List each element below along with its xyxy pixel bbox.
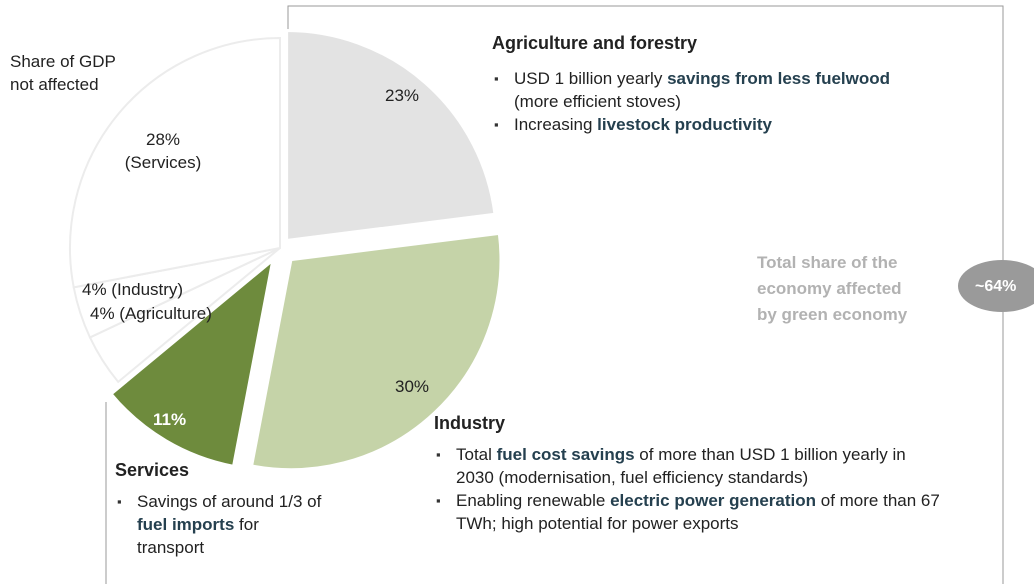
slice-label-services: 11% <box>153 410 187 429</box>
pie-slice-agriculture <box>285 28 497 243</box>
highlight-text: fuel imports <box>137 515 235 534</box>
pie-slice-services-not-affected <box>69 36 281 289</box>
bullet-text: of more than 67 TWh; high potential for … <box>456 491 940 533</box>
section-title-industry: Industry <box>434 413 506 433</box>
bullet-item: Savings of around 1/3 of fuel imports fo… <box>115 490 330 559</box>
total-badge-value: ~64% <box>975 278 1017 295</box>
bullet-item: Enabling renewable electric power genera… <box>434 489 946 535</box>
bullet-text: for transport <box>137 515 259 557</box>
section-industry: Industry Total fuel cost savings of more… <box>434 412 946 535</box>
slice-label-agriculture-not-affected: 4% (Agriculture) <box>90 304 212 323</box>
highlight-text: livestock productivity <box>597 115 772 134</box>
bullet-text: Savings of around 1/3 of <box>137 492 322 511</box>
section-title-agriculture: Agriculture and forestry <box>492 33 698 53</box>
slice-label-services-not-affected: 28% (Services) <box>124 130 202 172</box>
slice-label-industry-not-affected: 4% (Industry) <box>82 280 184 299</box>
bullet-text: Enabling renewable <box>456 491 611 510</box>
section-services: Services Savings of around 1/3 of fuel i… <box>115 459 330 559</box>
bullet-item: Total fuel cost savings of more than USD… <box>434 443 946 489</box>
bullet-text: Increasing <box>514 115 598 134</box>
pie-slice-industry <box>249 231 503 472</box>
bullet-text: of more than USD 1 billion yearly in 203… <box>456 445 906 487</box>
bullets-services: Savings of around 1/3 of fuel imports fo… <box>115 490 330 559</box>
total-badge <box>958 260 1034 312</box>
bullet-text: (more efficient stoves) <box>514 92 681 111</box>
highlight-text: savings from less fuelwood <box>667 69 891 88</box>
bullet-item: USD 1 billion yearly savings from less f… <box>492 67 912 113</box>
slice-label-industry: 30% <box>395 377 430 396</box>
total-share-label: Total share of the economy affected by g… <box>757 253 908 324</box>
section-title-services: Services <box>115 460 190 480</box>
highlight-text: electric power generation <box>610 491 817 510</box>
bullet-text: Total <box>456 445 497 464</box>
not-affected-label: Share of GDP not affected <box>10 52 116 94</box>
bullets-agriculture: USD 1 billion yearly savings from less f… <box>492 67 912 136</box>
pie-slice-services <box>108 256 276 469</box>
slice-label-agriculture: 23% <box>385 86 420 105</box>
bullet-item: Increasing livestock productivity <box>492 113 912 136</box>
highlight-text: fuel cost savings <box>496 445 635 464</box>
bullet-text: USD 1 billion yearly <box>514 69 668 88</box>
bullets-industry: Total fuel cost savings of more than USD… <box>434 443 946 535</box>
section-agriculture: Agriculture and forestry USD 1 billion y… <box>492 32 912 136</box>
